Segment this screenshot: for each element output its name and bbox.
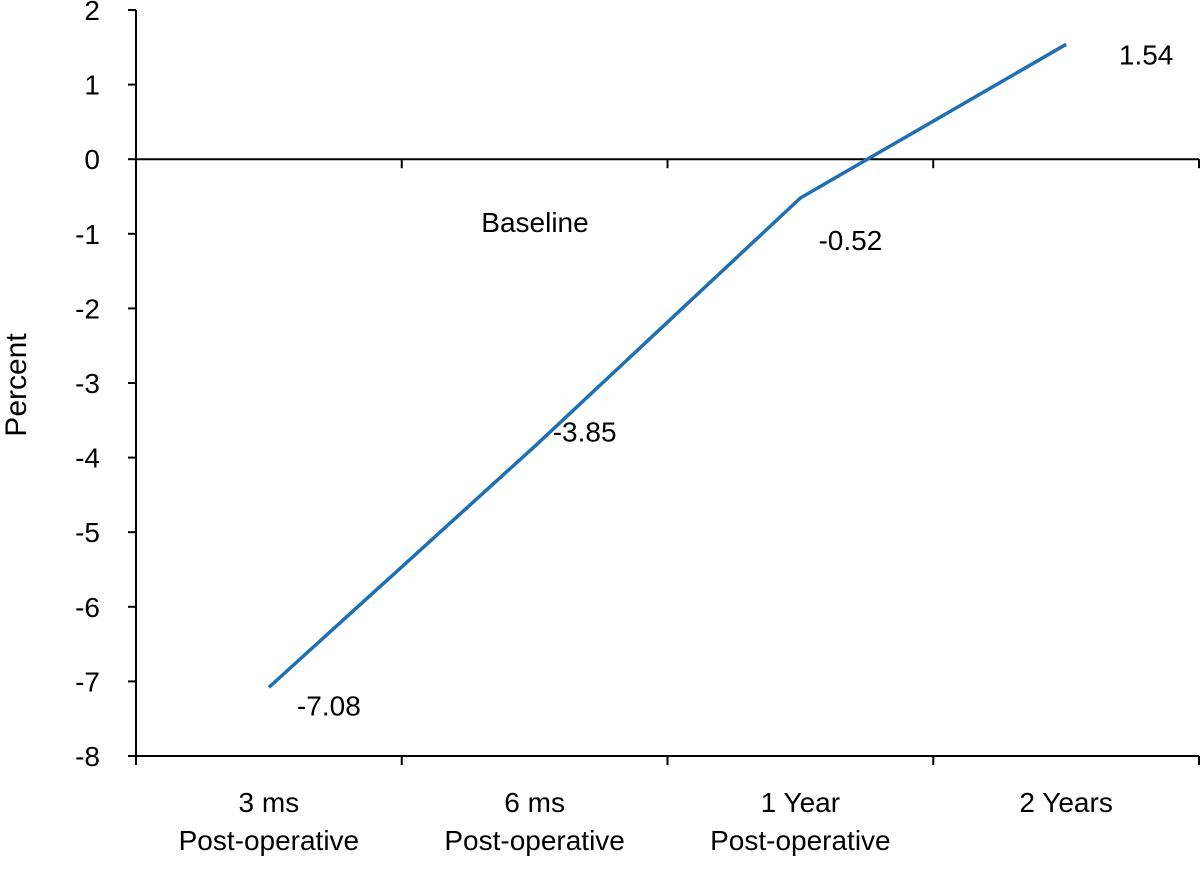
x-tick-label: 1 Year Post-operative bbox=[710, 787, 891, 856]
y-tick-label: -2 bbox=[75, 293, 100, 324]
y-tick-label: 0 bbox=[84, 144, 100, 175]
y-axis-label: Percent bbox=[0, 333, 33, 437]
y-tick-labels: 2 1 0 -1 -2 -3 -4 -5 -6 -7 -8 bbox=[75, 0, 100, 772]
y-tick-label: -6 bbox=[75, 592, 100, 623]
series-line bbox=[267, 42, 1068, 689]
y-tick-label: -7 bbox=[75, 666, 100, 697]
axes bbox=[128, 9, 1200, 765]
data-labels: -7.08 -3.85 -0.52 1.54 bbox=[297, 39, 1173, 721]
data-label: -3.85 bbox=[553, 416, 617, 447]
y-tick-label: 2 bbox=[84, 0, 100, 26]
data-label: -0.52 bbox=[818, 225, 882, 256]
x-tick-label: 6 ms Post-operative bbox=[444, 787, 625, 856]
y-tick-label: -8 bbox=[75, 741, 100, 772]
y-tick-label: -5 bbox=[75, 517, 100, 548]
y-tick-label: -1 bbox=[75, 219, 100, 250]
y-tick-label: 1 bbox=[84, 70, 100, 101]
data-label: 1.54 bbox=[1119, 39, 1174, 70]
y-tick-label: -4 bbox=[75, 443, 100, 474]
baseline-label: Baseline bbox=[481, 207, 588, 238]
x-tick-labels: 3 ms Post-operative 6 ms Post-operative 1 Ye… bbox=[179, 787, 1113, 856]
series bbox=[267, 42, 1068, 689]
x-tick-label: 2 Years bbox=[1019, 787, 1112, 818]
x-tick-label: 3 ms Post-operative bbox=[179, 787, 360, 856]
y-tick-label: -3 bbox=[75, 368, 100, 399]
data-label: -7.08 bbox=[297, 690, 361, 721]
